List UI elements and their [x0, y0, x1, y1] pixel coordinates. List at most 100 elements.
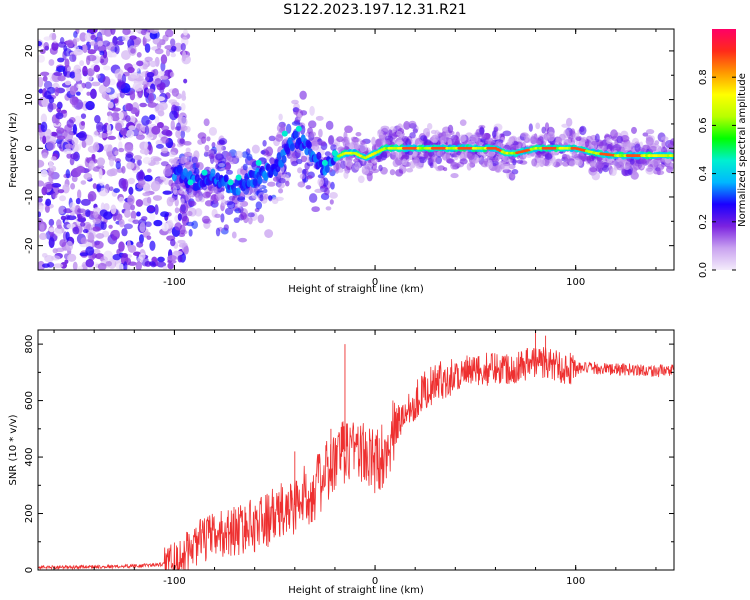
snr-x-axis-label: Height of straight line (km) — [288, 585, 424, 596]
noise-blob — [165, 130, 173, 137]
spectral-blob — [211, 186, 218, 194]
noise-blob — [53, 71, 63, 77]
noise-blob — [41, 152, 48, 159]
noise-blob — [69, 202, 76, 212]
noise-blob — [181, 50, 187, 62]
spectral-blob — [344, 125, 353, 134]
spectral-blob — [408, 120, 417, 129]
snr-frame — [37, 329, 675, 571]
noise-blob — [56, 135, 66, 140]
noise-blob — [40, 71, 50, 77]
spectral-blob — [180, 198, 185, 205]
spectral-blob — [237, 196, 246, 202]
spectral-blob — [565, 154, 571, 164]
noise-blob — [95, 121, 104, 133]
noise-blob — [155, 143, 164, 149]
noise-blob — [97, 132, 108, 139]
noise-blob — [147, 168, 152, 173]
spectral-blob — [345, 136, 350, 147]
spectral-blob — [508, 173, 515, 179]
noise-blob — [50, 131, 58, 137]
spectral-blob — [520, 132, 529, 138]
noise-blob — [80, 121, 86, 126]
spectral-blob — [535, 122, 541, 130]
y-tick-label: -10 — [24, 189, 35, 205]
spectral-blob — [495, 132, 501, 141]
y-tick-label: 0 — [24, 145, 35, 151]
noise-blob — [41, 186, 48, 196]
spectral-blob — [429, 162, 434, 169]
spectral-blob — [325, 206, 332, 211]
noise-blob — [139, 102, 148, 108]
spectral-blob — [625, 141, 631, 148]
spectral-blob — [406, 168, 414, 173]
noise-blob — [137, 159, 142, 166]
spectral-blob — [195, 195, 202, 202]
spectrogram-frame — [37, 28, 675, 271]
spectral-blob — [208, 127, 218, 136]
ridge-peak — [235, 174, 242, 181]
spectral-blob — [606, 139, 612, 145]
noise-blob — [75, 91, 81, 96]
colorbar-tick-label: 0.0 — [698, 262, 709, 278]
noise-blob — [136, 241, 144, 248]
noise-blob — [111, 107, 121, 112]
noise-blob — [121, 50, 131, 60]
ridge-blob — [316, 151, 322, 160]
noise-blob — [54, 86, 60, 97]
spectral-blob — [403, 120, 411, 130]
noise-blob — [146, 71, 155, 78]
ridge-blob — [182, 167, 188, 176]
spectral-blob — [392, 159, 400, 168]
noise-blob — [169, 71, 175, 78]
noise-blob — [174, 207, 180, 214]
noise-blob — [148, 92, 155, 104]
spectral-blob — [297, 181, 306, 188]
noise-blob — [97, 262, 107, 270]
spectral-blob — [183, 151, 193, 158]
spectral-blob — [315, 115, 324, 121]
noise-blob — [91, 81, 101, 87]
spectral-blob — [176, 122, 181, 131]
spectral-blob — [299, 173, 306, 180]
spectral-blob — [309, 131, 317, 137]
spectral-blob — [291, 151, 301, 159]
x-tick-label: -100 — [163, 277, 186, 288]
noise-blob — [84, 32, 93, 42]
noise-blob — [142, 156, 152, 164]
noise-blob — [69, 71, 76, 79]
noise-blob — [170, 119, 175, 131]
ridge-blob — [235, 187, 241, 196]
noise-blob — [149, 114, 156, 121]
noise-blob — [85, 100, 95, 111]
noise-blob — [97, 44, 107, 54]
noise-blob — [127, 244, 137, 253]
noise-blob — [99, 209, 108, 217]
spectral-blob — [337, 168, 344, 173]
spectral-blob — [195, 162, 200, 168]
spectral-blob — [550, 157, 557, 167]
spectral-blob — [215, 153, 224, 161]
noise-blob — [123, 223, 133, 230]
noise-blob — [136, 123, 142, 132]
noise-blob — [115, 40, 125, 46]
spectral-blob — [580, 136, 588, 143]
ridge-blob — [257, 176, 263, 185]
noise-blob — [72, 226, 80, 235]
ridge-peak — [227, 179, 234, 186]
spectral-blob — [299, 90, 307, 100]
spectral-blob — [563, 129, 570, 139]
noise-blob — [129, 90, 136, 101]
noise-blob — [157, 256, 165, 263]
spectral-blob — [631, 167, 638, 172]
noise-blob — [87, 232, 95, 243]
noise-blob — [154, 78, 163, 88]
noise-blob — [152, 195, 163, 201]
noise-blob — [106, 123, 112, 134]
noise-blob — [108, 186, 114, 192]
spectral-blob — [502, 130, 512, 137]
noise-blob — [79, 32, 87, 42]
spectral-blob — [309, 105, 315, 116]
noise-blob — [93, 211, 99, 219]
